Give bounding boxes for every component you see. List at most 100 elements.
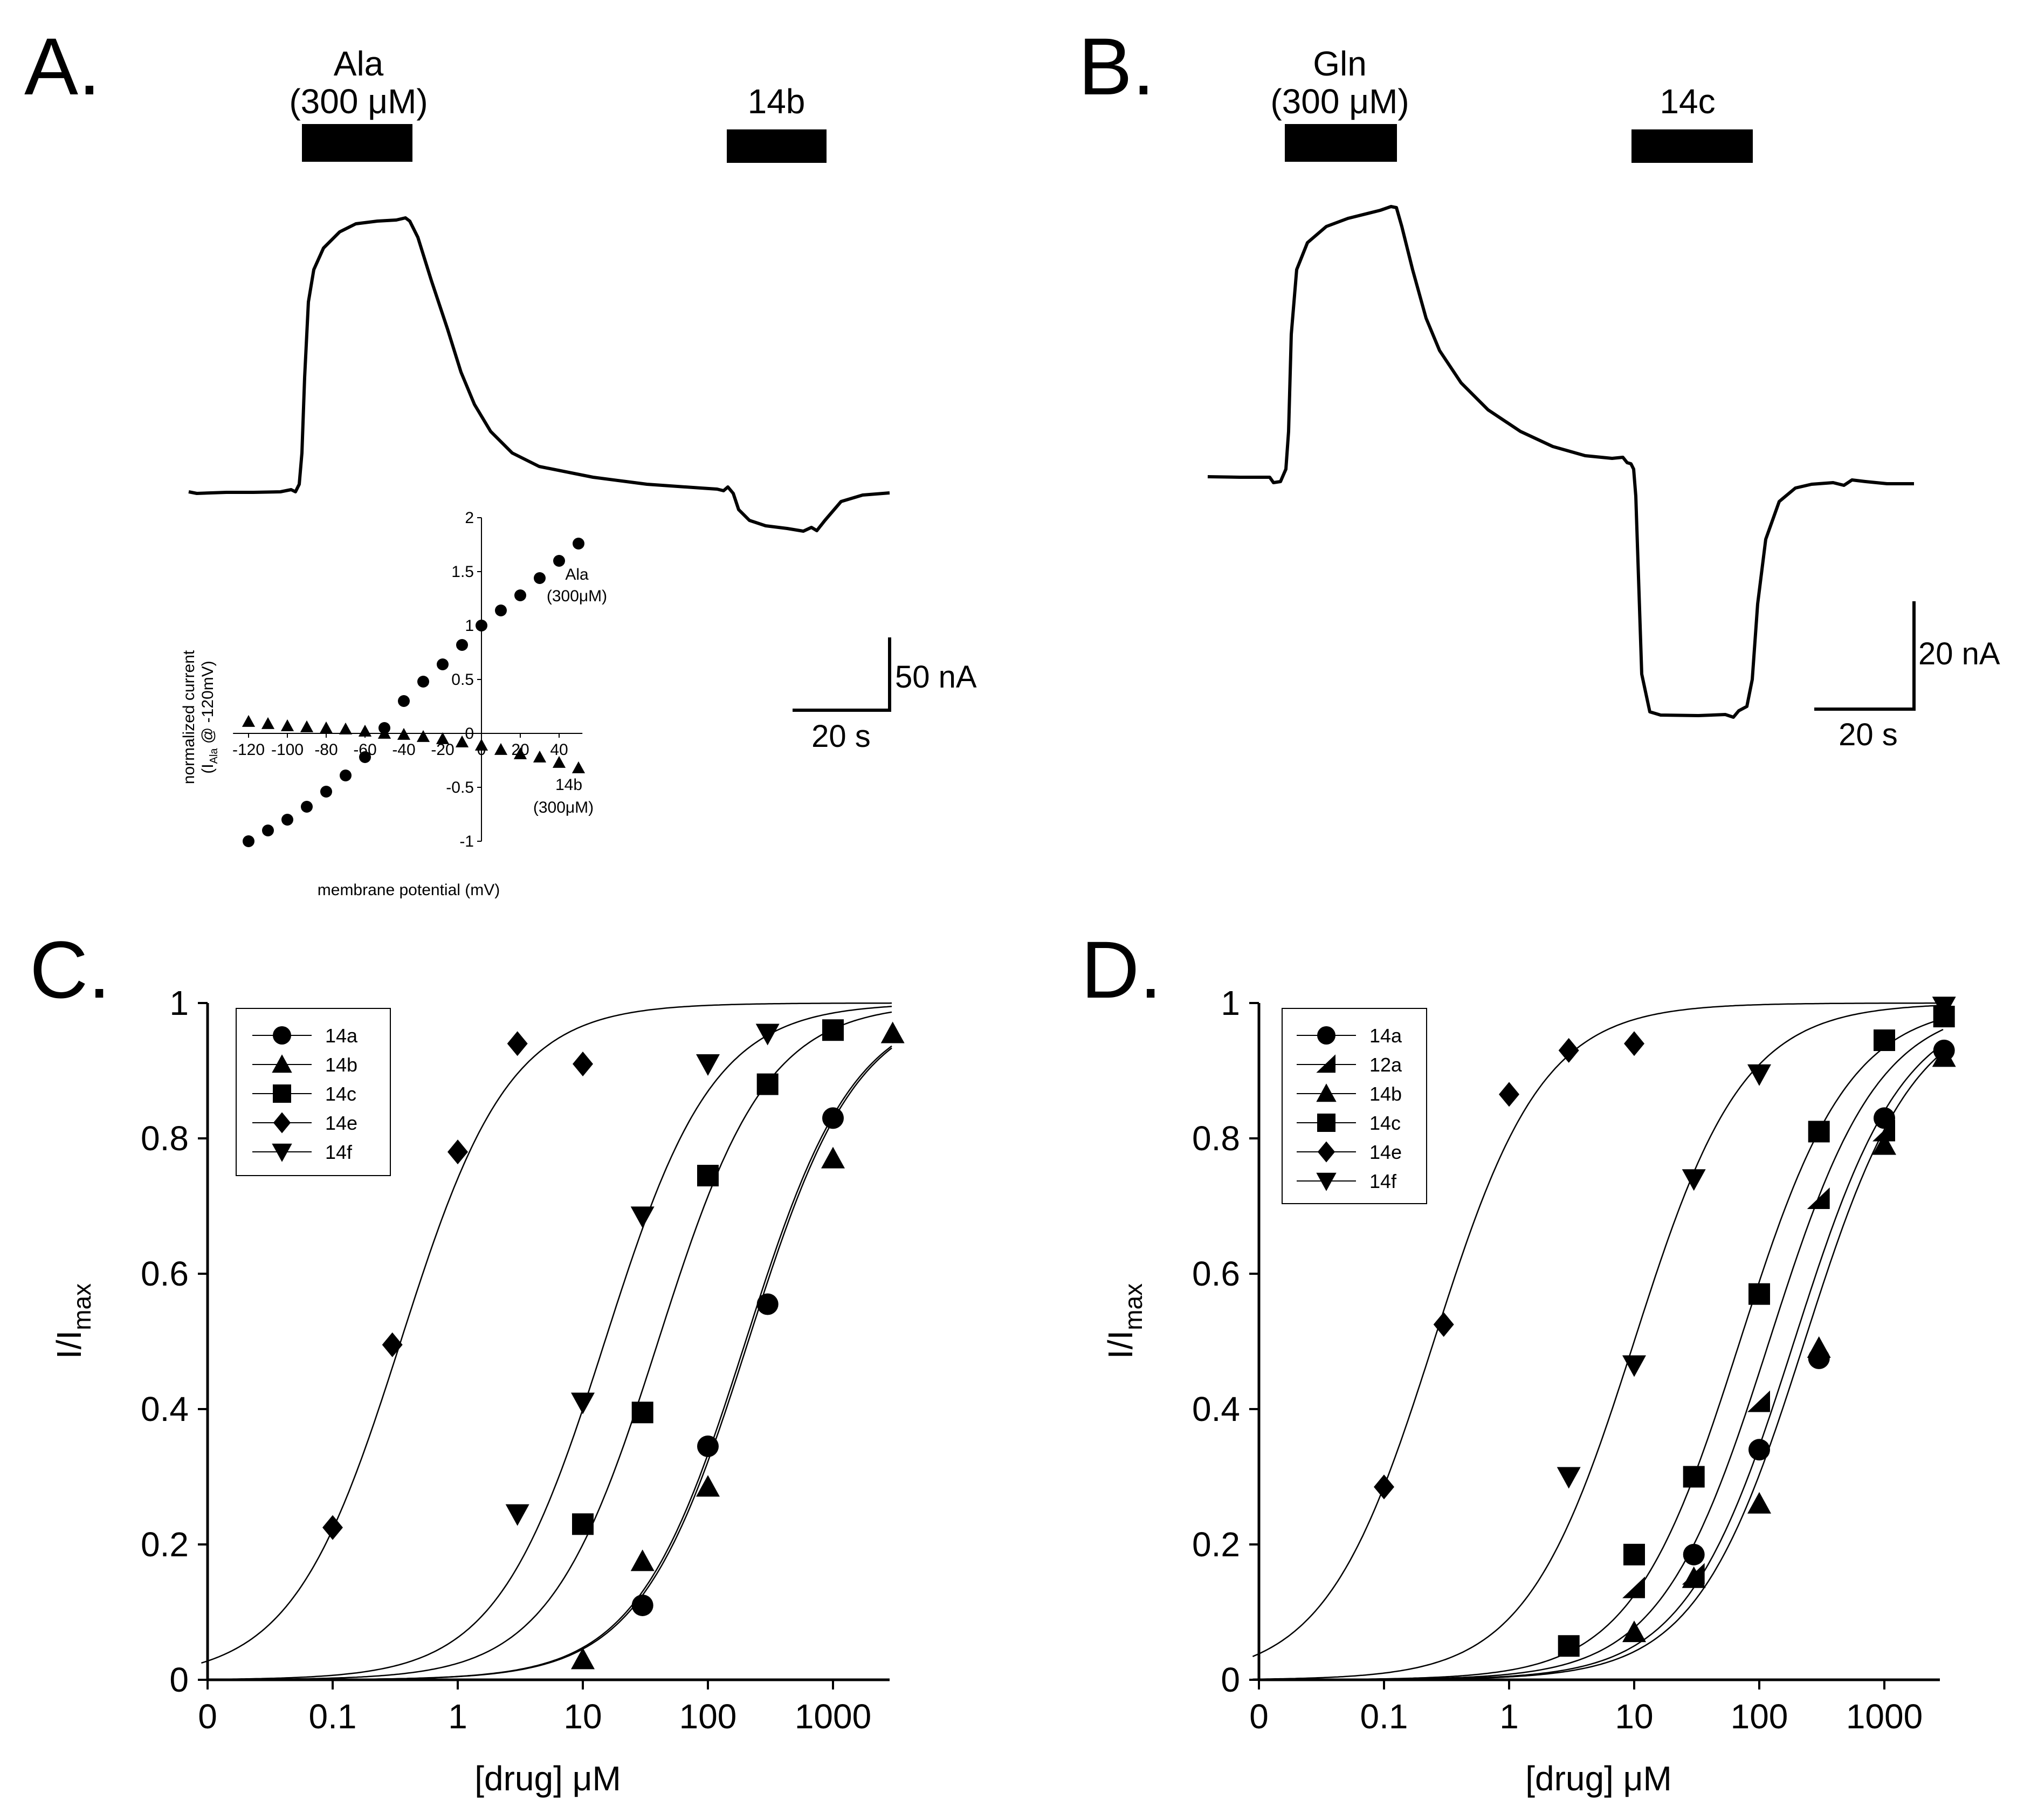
data-point-14c (1808, 1121, 1830, 1143)
panel-c-letter: C. (30, 924, 111, 1015)
inset-point-ala (495, 605, 507, 616)
fit-curve-14f (1252, 1004, 1944, 1680)
panel-a-bar1-conc: (300 μM) (289, 82, 428, 121)
panel-b-scale-bar (1814, 601, 1916, 711)
panel-a-iv-inset: -120-100-80-60-40-2002040-1-0.500.511.52… (180, 509, 607, 899)
data-point-14c (1683, 1466, 1705, 1488)
panel-d-letter: D. (1081, 924, 1162, 1015)
x-tick-label: 0 (198, 1697, 217, 1736)
data-point-14f (1932, 997, 1956, 1019)
panel-c-ticks: 0 0.1 1 10 100 1000 0 0.2 0.4 0.6 0.8 1 (141, 984, 871, 1736)
panel-a-bar1-label: Ala (334, 44, 384, 83)
data-point-14e (1558, 1038, 1579, 1063)
data-point-14f (505, 1504, 529, 1526)
fit-curve-14c (201, 1011, 892, 1680)
data-point-14e (382, 1332, 403, 1357)
inset-series-14b-label: 14b (555, 776, 582, 794)
legend-marker-14a (1317, 1026, 1335, 1045)
x-tick-label: 1000 (1846, 1697, 1923, 1736)
inset-point-14b (358, 724, 372, 737)
x-tick-label: 0.1 (309, 1697, 357, 1736)
y-tick-label: 0 (169, 1660, 189, 1699)
inset-point-14b (494, 743, 508, 755)
x-tick-label: 0 (1249, 1697, 1269, 1736)
panel-c-marks (322, 1019, 905, 1670)
panel-a-letter: A. (24, 21, 101, 112)
panel-b-scale-current: 20 nA (1918, 636, 2000, 671)
panel-b-bar2-label: 14c (1660, 82, 1715, 121)
data-point-12a (1622, 1576, 1645, 1598)
inset-point-14b (242, 715, 256, 727)
inset-point-ala (320, 786, 332, 798)
legend-label-14f: 14f (1369, 1170, 1397, 1192)
x-tick-label: 100 (679, 1697, 737, 1736)
data-point-14b (1747, 1492, 1771, 1514)
legend-label-14e: 14e (1369, 1141, 1402, 1163)
y-tick-label: 0.4 (141, 1390, 189, 1428)
panel-d-x-label: [drug] μM (1525, 1759, 1672, 1798)
inset-y-tick-label: 2 (465, 509, 474, 527)
inset-point-ala (281, 814, 293, 826)
panel-c: C. 0 0.1 1 10 100 1000 0 0.2 0.4 0.6 0.8 1 [drug] μ… (30, 924, 905, 1798)
data-point-14e (1499, 1082, 1519, 1107)
inset-point-ala (359, 751, 371, 763)
inset-x-tick-label: -100 (271, 741, 304, 759)
data-point-14f (571, 1392, 595, 1414)
inset-point-ala (553, 555, 565, 567)
y-tick-label: 0 (1221, 1660, 1240, 1699)
legend-marker-14b (1316, 1083, 1337, 1102)
data-point-14a (822, 1107, 844, 1129)
panel-b-bar1-conc: (300 μM) (1270, 82, 1409, 121)
inset-point-14b (339, 722, 353, 734)
x-tick-label: 1000 (795, 1697, 871, 1736)
data-point-14c (697, 1165, 719, 1187)
data-point-14c (1748, 1283, 1770, 1305)
legend-label-14c: 14c (325, 1083, 356, 1105)
panel-b-letter: B. (1078, 21, 1155, 112)
panel-d-curves (1252, 1002, 1944, 1681)
y-tick-label: 0.2 (1192, 1525, 1240, 1564)
panel-c-legend-box (236, 1008, 391, 1176)
panel-a: A. Ala (300 μM) 14b 50 nA 20 s (24, 21, 977, 754)
inset-point-14b (377, 726, 391, 739)
legend-marker-14c (1317, 1114, 1335, 1132)
data-point-12a (1872, 1120, 1895, 1142)
inset-y-label-2: (IAla @ -120mV) (199, 661, 220, 773)
inset-point-ala (243, 835, 254, 847)
data-point-14f (1747, 1064, 1771, 1086)
data-point-14a (1683, 1543, 1705, 1565)
inset-y-tick-label: -0.5 (446, 779, 474, 796)
x-tick-label: 1 (448, 1697, 467, 1736)
y-tick-label: 1 (1221, 984, 1240, 1022)
data-point-14e (447, 1139, 468, 1165)
panel-d-legend-box (1282, 1008, 1427, 1204)
inset-y-label: normalized current (180, 650, 198, 784)
data-point-14e (507, 1031, 528, 1056)
panel-b-bar1-label: Gln (1313, 44, 1367, 83)
panel-d-ticks: 0 0.1 1 10 100 1000 0 0.2 0.4 0.6 0.8 1 (1192, 984, 1923, 1736)
panel-d-marks (1374, 997, 1956, 1657)
inset-ticks: -120-100-80-60-40-2002040-1-0.500.511.52 (232, 509, 568, 850)
data-point-14e (1433, 1312, 1454, 1337)
inset-point-14b (455, 735, 469, 747)
data-point-14c (822, 1019, 844, 1041)
data-point-14e (1624, 1031, 1644, 1056)
inset-point-14b (513, 747, 527, 759)
data-point-14f (1682, 1169, 1706, 1191)
data-point-14a (756, 1293, 779, 1315)
data-point-14b (1682, 1566, 1706, 1588)
data-point-14c (756, 1073, 779, 1095)
x-tick-label: 10 (1615, 1697, 1653, 1736)
data-point-14b (1622, 1620, 1646, 1643)
panel-b-application-bar-1 (1285, 124, 1397, 162)
panel-a-bar2-label: 14b (748, 82, 805, 121)
y-tick-label: 0.2 (141, 1525, 189, 1564)
legend-marker-14c (273, 1084, 291, 1103)
data-point-14c (1623, 1543, 1645, 1565)
y-tick-label: 0.8 (141, 1119, 189, 1158)
fit-curve-14e (201, 1002, 892, 1664)
x-tick-label: 0.1 (1360, 1697, 1408, 1736)
panel-a-application-bar-1 (302, 124, 412, 162)
panel-d: D. 0 0.1 1 10 100 1000 0 0.2 0.4 0.6 0.8 1 [drug] μ… (1081, 924, 1956, 1798)
panel-b-application-bar-2 (1631, 129, 1753, 163)
